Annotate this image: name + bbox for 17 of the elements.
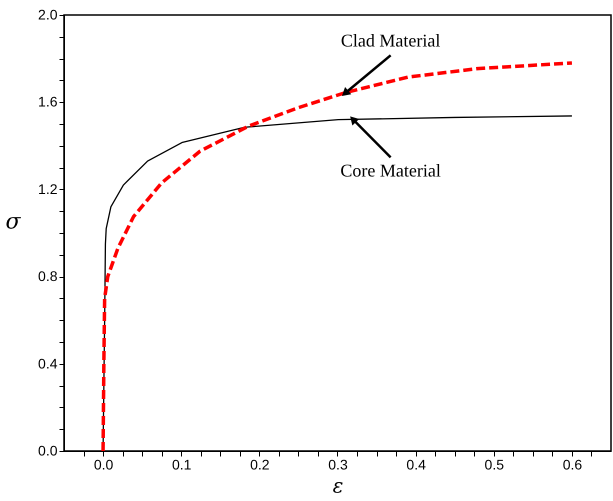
y-tick-label: 2.0 xyxy=(38,6,58,22)
y-tick-label: 0.8 xyxy=(38,268,58,284)
y-tick-label: 0.0 xyxy=(38,442,58,458)
y-tick-label: 1.6 xyxy=(38,94,58,110)
y-tick-label: 0.4 xyxy=(38,355,58,372)
y-tick-label: 1.2 xyxy=(38,180,58,197)
x-tick-label: 0.6 xyxy=(562,456,582,472)
y-axis-title: σ xyxy=(6,210,22,234)
x-tick-label: 0.4 xyxy=(406,456,426,472)
x-tick-label: 0.2 xyxy=(250,456,270,472)
annotation: Clad Material xyxy=(340,30,440,50)
x-axis-title: ε xyxy=(332,474,344,498)
x-tick-label: 0.1 xyxy=(172,456,192,472)
x-tick-label: 0.0 xyxy=(94,456,114,472)
annotation: Core Material xyxy=(340,160,441,180)
x-tick-label: 0.3 xyxy=(328,456,348,472)
x-tick-label: 0.5 xyxy=(484,456,504,472)
